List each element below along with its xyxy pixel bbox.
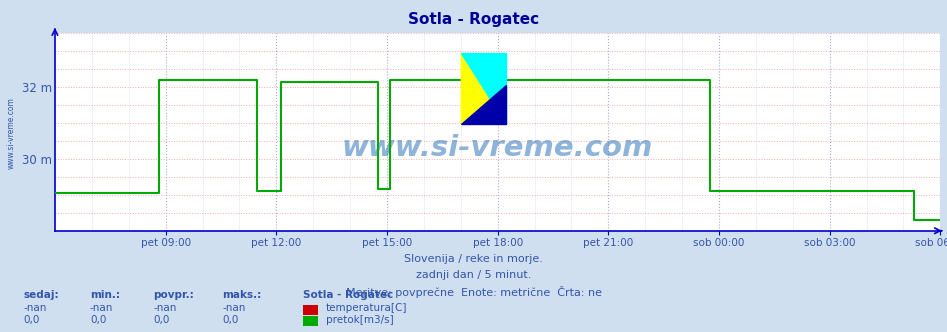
- Text: zadnji dan / 5 minut.: zadnji dan / 5 minut.: [416, 270, 531, 280]
- Text: 0,0: 0,0: [24, 315, 40, 325]
- Polygon shape: [461, 53, 506, 124]
- Text: -nan: -nan: [223, 303, 246, 313]
- Text: Slovenija / reke in morje.: Slovenija / reke in morje.: [404, 254, 543, 264]
- Text: maks.:: maks.:: [223, 290, 261, 300]
- Text: -nan: -nan: [153, 303, 177, 313]
- Text: 0,0: 0,0: [153, 315, 170, 325]
- Text: povpr.:: povpr.:: [153, 290, 194, 300]
- Text: temperatura[C]: temperatura[C]: [326, 303, 407, 313]
- Text: www.si-vreme.com: www.si-vreme.com: [342, 134, 653, 162]
- Text: www.si-vreme.com: www.si-vreme.com: [7, 97, 16, 169]
- Text: pretok[m3/s]: pretok[m3/s]: [326, 315, 394, 325]
- Text: 0,0: 0,0: [223, 315, 239, 325]
- Text: Meritve: povprečne  Enote: metrične  Črta: ne: Meritve: povprečne Enote: metrične Črta:…: [346, 286, 601, 298]
- Polygon shape: [461, 85, 506, 124]
- Text: Sotla - Rogatec: Sotla - Rogatec: [408, 12, 539, 27]
- Text: -nan: -nan: [90, 303, 114, 313]
- Text: -nan: -nan: [24, 303, 47, 313]
- Text: sedaj:: sedaj:: [24, 290, 60, 300]
- Text: min.:: min.:: [90, 290, 120, 300]
- Text: 0,0: 0,0: [90, 315, 106, 325]
- Polygon shape: [461, 53, 506, 124]
- Text: Sotla - Rogatec: Sotla - Rogatec: [303, 290, 393, 300]
